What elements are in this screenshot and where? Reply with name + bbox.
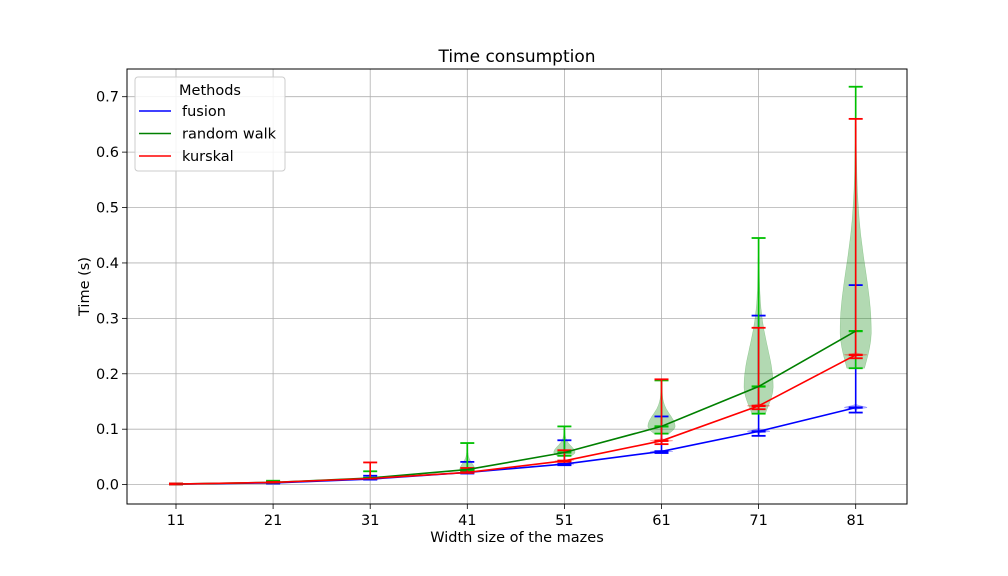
tick-layer: 11 21 31 41 51 61 71 81 0.0 0.1 0.2 0.3 0.4 0.5 0.6 0.7 [96, 90, 865, 529]
y-tick-label: 0.6 [96, 145, 119, 161]
chart-title: Time consumption [437, 47, 595, 67]
violin-layer [365, 86, 872, 480]
y-tick-label: 0.1 [96, 422, 119, 438]
x-tick-label: 81 [846, 513, 864, 529]
y-tick-label: 0.4 [96, 256, 119, 272]
legend-label: kurskal [182, 149, 234, 165]
x-tick-label: 51 [555, 513, 573, 529]
x-axis-title: Width size of the mazes [430, 530, 604, 546]
y-tick-label: 0.2 [96, 367, 119, 383]
legend: Methods fusion random walk kurskal [134, 76, 286, 172]
legend-title: Methods [179, 83, 241, 99]
y-axis-title: Time (s) [77, 257, 93, 317]
x-tick-label: 71 [749, 513, 767, 529]
x-tick-label: 61 [652, 513, 670, 529]
y-tick-label: 0.5 [96, 201, 119, 217]
x-tick-label: 11 [167, 513, 185, 529]
legend-label: random walk [182, 127, 277, 143]
legend-box [134, 76, 286, 172]
y-tick-label: 0.0 [96, 478, 119, 494]
plot-frame [126, 68, 908, 505]
y-tick-label: 0.7 [96, 90, 119, 106]
x-tick-label: 21 [264, 513, 282, 529]
y-tick-label: 0.3 [96, 311, 119, 327]
series-line-kurskal [175, 354, 857, 485]
series-line-fusion [175, 406, 856, 485]
legend-label: fusion [182, 104, 226, 120]
legend-items: fusion random walk kurskal [139, 104, 277, 165]
x-tick-label: 41 [458, 513, 476, 529]
x-tick-label: 31 [361, 513, 379, 529]
series-lines-layer [175, 330, 857, 485]
grid-layer [127, 69, 907, 504]
